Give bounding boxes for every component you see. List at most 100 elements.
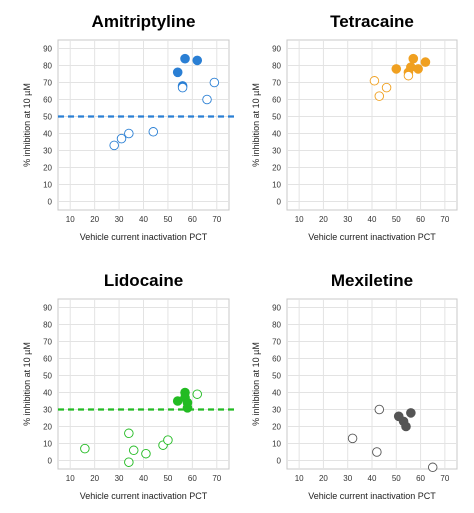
x-tick-label: 30 — [115, 474, 124, 483]
y-tick-label: 10 — [43, 181, 52, 190]
x-tick-label: 60 — [188, 474, 197, 483]
x-tick-label: 70 — [440, 474, 449, 483]
data-point-open — [124, 128, 134, 139]
scatter-plot: 10 20 30 40 50 60 70 0 10 20 30 40 50 60 70 80 90 Vehicle… — [251, 39, 458, 242]
chart-title: Amitriptyline — [91, 12, 196, 31]
x-tick-label: 10 — [295, 215, 304, 224]
y-tick-label: 60 — [272, 96, 281, 105]
y-tick-label: 30 — [43, 147, 52, 156]
x-tick-label: 50 — [392, 215, 401, 224]
y-tick-label: 70 — [272, 79, 281, 88]
data-point-open — [128, 445, 139, 456]
chart-title: Lidocaine — [103, 271, 184, 290]
data-point-open — [427, 462, 438, 473]
x-tick-label: 10 — [66, 474, 75, 483]
data-point-filled — [413, 64, 423, 74]
data-point-open — [141, 448, 151, 459]
y-tick-label: 60 — [43, 96, 52, 105]
chart-panel-lidocaine: Lidocaine 10 20 30 40 50 60 70 0 10 20 30 40 50 60 70 8… — [0, 257, 237, 513]
x-tick-label: 40 — [368, 474, 377, 483]
data-point-open — [381, 82, 392, 93]
y-tick-label: 80 — [43, 62, 52, 71]
y-tick-label: 0 — [277, 457, 282, 466]
data-point-filled — [172, 67, 183, 78]
x-axis-label: Vehicle current inactivation PCT — [80, 232, 208, 242]
data-point-open — [124, 457, 134, 467]
x-tick-label: 50 — [392, 474, 401, 483]
y-tick-label: 10 — [272, 440, 281, 449]
y-tick-label: 90 — [43, 304, 52, 313]
data-point-open — [403, 70, 414, 81]
data-point-open — [372, 447, 382, 457]
y-tick-label: 0 — [277, 198, 282, 207]
data-point-filled — [180, 53, 190, 64]
y-tick-label: 20 — [43, 164, 52, 173]
x-axis-label: Vehicle current inactivation PCT — [80, 491, 208, 501]
scatter-plot: 10 20 30 40 50 60 70 0 10 20 30 40 50 60 70 80 90 Vehicle… — [251, 298, 458, 501]
data-point-open — [347, 433, 358, 444]
y-tick-label: 10 — [43, 440, 52, 449]
y-tick-label: 70 — [272, 338, 281, 347]
x-tick-label: 30 — [343, 215, 352, 224]
y-tick-label: 40 — [272, 389, 281, 398]
x-tick-label: 40 — [368, 215, 377, 224]
x-axis-label: Vehicle current inactivation PCT — [308, 232, 436, 242]
y-tick-label: 80 — [272, 321, 281, 330]
data-point-filled — [391, 64, 402, 74]
data-point-open — [177, 82, 188, 93]
chart-panel-amitriptyline: Amitriptyline 10 20 30 40 50 60 70 0 10 20 30 40 50 6… — [0, 0, 237, 257]
x-tick-label: 10 — [295, 474, 304, 483]
x-tick-label: 20 — [90, 215, 99, 224]
chart-panel-tetracaine: Tetracaine 10 20 30 40 50 60 70 0 10 20 30 40 50 60 70… — [237, 0, 474, 257]
x-tick-label: 40 — [139, 215, 148, 224]
data-point-open — [148, 127, 159, 137]
y-axis-label: % inhibition at 10 µM — [22, 342, 32, 426]
y-axis-label: % inhibition at 10 µM — [22, 83, 32, 167]
data-point-open — [124, 428, 134, 439]
data-point-filled — [420, 57, 431, 67]
y-axis-label: % inhibition at 10 µM — [251, 342, 261, 426]
y-tick-label: 50 — [43, 113, 52, 122]
data-point-open — [192, 389, 202, 399]
data-point-open — [109, 140, 119, 151]
x-tick-label: 70 — [440, 215, 449, 224]
y-tick-label: 50 — [272, 372, 281, 381]
chart-title: Mexiletine — [330, 271, 414, 290]
x-tick-label: 20 — [319, 215, 328, 224]
y-tick-label: 0 — [48, 198, 53, 207]
y-tick-label: 40 — [43, 389, 52, 398]
y-tick-label: 40 — [272, 130, 281, 139]
data-point-filled — [192, 55, 203, 66]
y-tick-label: 80 — [43, 321, 52, 330]
x-tick-label: 60 — [416, 474, 425, 483]
x-tick-label: 50 — [163, 474, 172, 483]
data-point-filled — [182, 403, 193, 413]
x-tick-label: 70 — [212, 215, 221, 224]
x-tick-label: 30 — [343, 474, 352, 483]
data-point-open — [202, 94, 212, 105]
x-tick-label: 70 — [212, 474, 221, 483]
y-tick-label: 30 — [272, 406, 281, 415]
y-tick-label: 10 — [272, 181, 281, 190]
data-point-open — [374, 91, 385, 101]
y-tick-label: 40 — [43, 130, 52, 139]
y-tick-label: 90 — [43, 45, 52, 54]
x-tick-label: 20 — [90, 474, 99, 483]
y-axis-label: % inhibition at 10 µM — [251, 83, 261, 167]
x-axis-label: Vehicle current inactivation PCT — [308, 491, 436, 501]
y-tick-label: 60 — [43, 355, 52, 364]
y-tick-label: 50 — [43, 372, 52, 381]
x-tick-label: 20 — [319, 474, 328, 483]
x-tick-label: 40 — [139, 474, 148, 483]
data-point-open — [209, 77, 220, 88]
y-tick-label: 50 — [272, 113, 281, 122]
y-tick-label: 30 — [272, 147, 281, 156]
y-tick-label: 20 — [272, 164, 281, 173]
scatter-plot: 10 20 30 40 50 60 70 0 10 20 30 40 50 60 70 80 90 Vehicle… — [22, 298, 235, 501]
x-tick-label: 60 — [416, 215, 425, 224]
data-point-open — [163, 435, 173, 445]
y-tick-label: 30 — [43, 406, 52, 415]
y-tick-label: 70 — [43, 338, 52, 347]
data-point-filled — [401, 421, 411, 432]
y-tick-label: 90 — [272, 45, 281, 54]
